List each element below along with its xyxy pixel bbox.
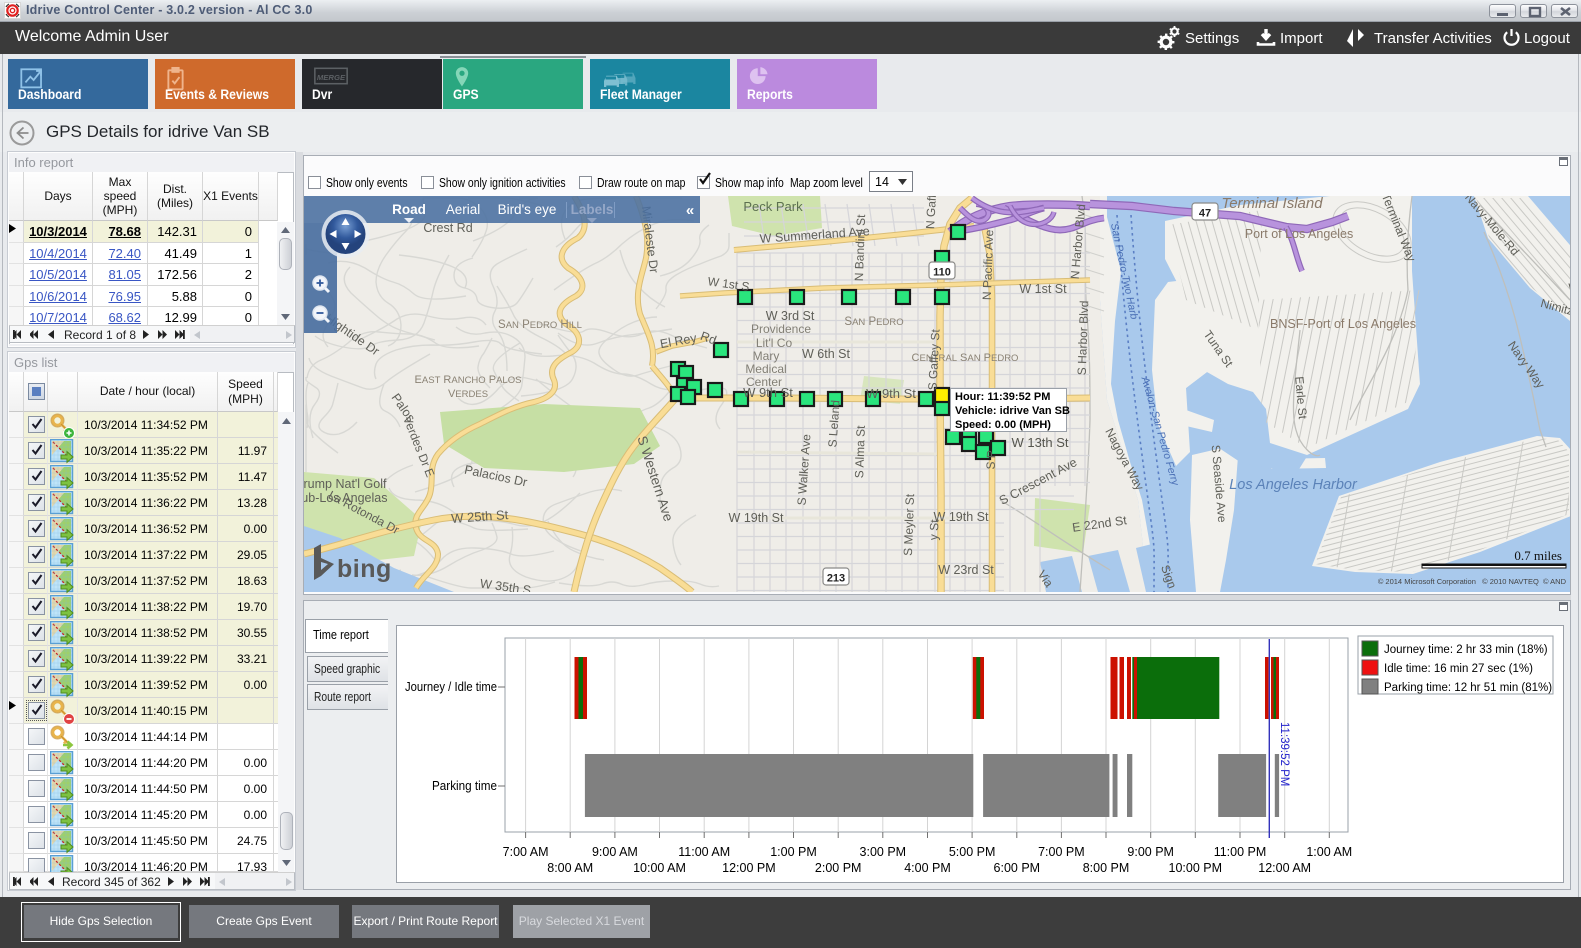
svg-text:W 19th St: W 19th St: [934, 510, 989, 524]
svg-text:rump Nat'l Golf: rump Nat'l Golf: [304, 477, 387, 491]
svg-text:10:00 AM: 10:00 AM: [633, 861, 686, 875]
svg-text:9:00 AM: 9:00 AM: [592, 845, 638, 859]
svg-text:VERDES: VERDES: [448, 388, 488, 400]
svg-text:Terminal Island: Terminal Island: [1221, 196, 1323, 212]
svg-text:y St: y St: [926, 518, 941, 540]
svg-text:1:00 AM: 1:00 AM: [1306, 845, 1352, 859]
svg-text:N Bandini St: N Bandini St: [852, 214, 868, 282]
svg-text:W 3rd St: W 3rd St: [766, 309, 815, 323]
svg-text:El Rey: El Rey: [659, 331, 698, 351]
svg-text:S Seaside Ave: S Seaside Ave: [1209, 444, 1230, 523]
svg-text:8:00 AM: 8:00 AM: [547, 861, 593, 875]
svg-text:7:00 AM: 7:00 AM: [503, 845, 549, 859]
svg-text:Port of Los Angeles: Port of Los Angeles: [1245, 227, 1353, 241]
svg-text:213: 213: [827, 573, 845, 585]
svg-text:Journey time: 2 hr 33 min (18%: Journey time: 2 hr 33 min (18%): [1384, 644, 1548, 656]
svg-text:bing: bing: [337, 555, 392, 583]
svg-text:N Gaff: N Gaff: [923, 196, 939, 229]
svg-text:3:00 PM: 3:00 PM: [860, 845, 907, 859]
svg-text:1:00 PM: 1:00 PM: [770, 845, 817, 859]
svg-text:Center: Center: [746, 375, 782, 389]
svg-text:4:00 PM: 4:00 PM: [904, 861, 951, 875]
svg-text:10:00 PM: 10:00 PM: [1169, 861, 1223, 875]
svg-text:«: «: [686, 202, 694, 219]
svg-text:N Pacific Ave: N Pacific Ave: [980, 229, 996, 300]
svg-text:S Leland: S Leland: [825, 400, 842, 448]
svg-text:Rd: Rd: [698, 329, 718, 348]
svg-text:Journey / Idle time: Journey / Idle time: [405, 680, 497, 694]
svg-text:S Gaffey St: S Gaffey St: [925, 328, 942, 390]
svg-text:W 23rd St: W 23rd St: [938, 563, 994, 577]
svg-text:S Alma St: S Alma St: [852, 425, 868, 479]
svg-text:Parking time: Parking time: [432, 779, 497, 793]
svg-text:Peck Park: Peck Park: [743, 199, 803, 214]
svg-text:0.7 miles: 0.7 miles: [1514, 548, 1562, 563]
svg-text:11:00 AM: 11:00 AM: [678, 845, 730, 859]
svg-text:W 25th St: W 25th St: [451, 507, 509, 526]
svg-text:W: W: [1568, 281, 1570, 295]
svg-text:W 9th St: W 9th St: [866, 386, 916, 401]
svg-text:Lit'l Co: Lit'l Co: [756, 336, 793, 350]
svg-text:EAST RANCHO PALOS: EAST RANCHO PALOS: [415, 374, 522, 386]
svg-text:5:00 PM: 5:00 PM: [949, 845, 996, 859]
svg-text:MERGE: MERGE: [317, 73, 346, 82]
svg-text:Bird's eye: Bird's eye: [498, 202, 557, 217]
svg-text:Aerial: Aerial: [446, 202, 481, 217]
svg-text:BNSF-Port of Los Angeles: BNSF-Port of Los Angeles: [1270, 317, 1416, 331]
svg-text:N Harbor Blvd: N Harbor Blvd: [1068, 204, 1089, 280]
svg-text:lub-Los Angelas: lub-Los Angelas: [304, 491, 387, 505]
svg-text:W 1st St: W 1st St: [1019, 282, 1067, 296]
svg-text:Parking time: 12 hr 51 min (81: Parking time: 12 hr 51 min (81%): [1384, 682, 1552, 694]
svg-text:W 6th St: W 6th St: [802, 347, 850, 361]
svg-text:Providence: Providence: [751, 322, 811, 336]
svg-text:Crest Rd: Crest Rd: [423, 221, 472, 235]
svg-text:SAN PEDRO: SAN PEDRO: [844, 316, 903, 328]
svg-text:W 1st S: W 1st S: [707, 274, 751, 294]
svg-text:Earle St: Earle St: [1292, 376, 1310, 420]
svg-text:Medical: Medical: [745, 362, 786, 376]
svg-text:W 19th St: W 19th St: [729, 511, 784, 525]
svg-text:9:00 PM: 9:00 PM: [1127, 845, 1174, 859]
svg-text:110: 110: [933, 267, 951, 279]
svg-text:W 9th St: W 9th St: [743, 385, 793, 400]
svg-text:S Walker Ave: S Walker Ave: [795, 433, 814, 505]
svg-text:W 13th St: W 13th St: [1011, 435, 1068, 450]
svg-text:11:39:52 PM: 11:39:52 PM: [1278, 722, 1290, 786]
svg-text:SAN PEDRO HILL: SAN PEDRO HILL: [498, 319, 582, 331]
svg-text:S Meyler St: S Meyler St: [901, 493, 917, 556]
svg-text:12:00 PM: 12:00 PM: [722, 861, 776, 875]
svg-text:12:00 AM: 12:00 AM: [1258, 861, 1311, 875]
svg-text:7:00 PM: 7:00 PM: [1038, 845, 1085, 859]
svg-text:CENTRAL SAN PEDRO: CENTRAL SAN PEDRO: [912, 352, 1019, 364]
svg-text:8:00 PM: 8:00 PM: [1083, 861, 1130, 875]
svg-text:Idle time: 16 min 27 sec (1%): Idle time: 16 min 27 sec (1%): [1384, 663, 1533, 675]
svg-text:2:00 PM: 2:00 PM: [815, 861, 862, 875]
svg-text:Mary: Mary: [753, 349, 780, 363]
svg-text:47: 47: [1199, 208, 1211, 220]
svg-text:Los Angeles Harbor: Los Angeles Harbor: [1229, 477, 1358, 493]
svg-text:Labels: Labels: [571, 202, 614, 217]
svg-text:Road: Road: [392, 202, 426, 217]
svg-text:6:00 PM: 6:00 PM: [994, 861, 1041, 875]
svg-text:S P: S P: [984, 450, 999, 470]
svg-text:11:00 PM: 11:00 PM: [1214, 845, 1267, 859]
svg-text:© 2014 Microsoft Corporation: © 2014 Microsoft Corporation © 2010 NAVT…: [1378, 577, 1567, 586]
svg-text:S Harbor Blvd: S Harbor Blvd: [1075, 300, 1092, 375]
